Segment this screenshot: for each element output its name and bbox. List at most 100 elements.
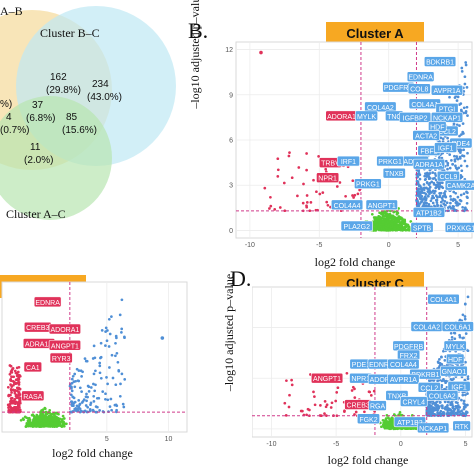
data-point xyxy=(435,201,439,204)
data-point xyxy=(393,225,397,228)
data-point xyxy=(21,417,25,420)
gene-label: COL4A2 xyxy=(364,101,397,113)
data-point xyxy=(373,220,377,224)
data-point xyxy=(391,416,394,420)
data-point xyxy=(463,315,467,318)
svg-text:RTK: RTK xyxy=(455,424,469,431)
y-tick-label: 6 xyxy=(229,138,233,145)
data-point xyxy=(15,366,19,370)
data-point xyxy=(452,122,456,126)
svg-text:HDF: HDF xyxy=(448,357,462,364)
data-point xyxy=(93,356,97,360)
data-point xyxy=(288,393,291,397)
gene-label: IRF1 xyxy=(336,155,360,167)
svg-text:IRF1: IRF1 xyxy=(341,159,356,166)
data-point xyxy=(114,383,118,387)
data-point xyxy=(336,386,340,390)
data-point xyxy=(309,201,313,204)
data-point xyxy=(305,194,309,197)
data-point xyxy=(440,383,444,387)
data-point xyxy=(115,408,118,412)
svg-text:ADRA1A: ADRA1A xyxy=(25,341,53,348)
data-point xyxy=(418,173,422,177)
data-point xyxy=(464,410,468,414)
data-point xyxy=(465,105,469,109)
data-point xyxy=(85,399,88,403)
data-point xyxy=(46,420,50,424)
data-point xyxy=(455,123,459,127)
data-point xyxy=(9,397,13,400)
gene-label: COL4A2 xyxy=(410,321,443,332)
data-point xyxy=(106,382,109,386)
data-point xyxy=(89,386,93,389)
venn-label-ab: A–B xyxy=(0,4,23,18)
data-point xyxy=(426,412,430,415)
data-point xyxy=(380,425,383,429)
svg-text:GNAO1: GNAO1 xyxy=(442,369,467,376)
svg-text:ACTA2: ACTA2 xyxy=(415,133,437,140)
data-point xyxy=(442,411,446,414)
gene-label: CCL9 xyxy=(436,170,460,182)
data-point xyxy=(276,175,280,178)
data-point xyxy=(324,405,328,409)
data-point xyxy=(70,386,73,390)
data-point xyxy=(404,228,408,232)
data-point xyxy=(78,407,82,411)
data-point xyxy=(398,216,402,219)
data-point xyxy=(335,185,339,188)
data-point xyxy=(98,371,102,375)
data-point xyxy=(98,361,102,365)
data-point xyxy=(464,360,467,364)
data-point xyxy=(111,376,115,380)
data-point xyxy=(315,190,318,194)
data-point xyxy=(54,417,57,420)
data-point xyxy=(430,378,434,382)
data-point xyxy=(283,401,287,405)
data-point xyxy=(438,194,442,198)
data-point xyxy=(427,173,430,177)
data-point xyxy=(462,148,466,152)
data-point xyxy=(34,424,38,428)
data-point xyxy=(11,379,15,383)
data-point xyxy=(443,191,446,195)
svg-text:TRBV: TRBV xyxy=(321,161,340,168)
svg-text:NCKAP1: NCKAP1 xyxy=(433,115,461,122)
gene-label: COL4A1 xyxy=(427,293,460,305)
data-point xyxy=(388,212,392,216)
data-point xyxy=(415,179,419,183)
data-point xyxy=(86,395,89,399)
gene-label: ADRA1A xyxy=(412,158,446,170)
data-point xyxy=(423,178,427,182)
data-point xyxy=(451,199,455,202)
data-point xyxy=(313,403,317,407)
data-point xyxy=(433,408,436,411)
data-point xyxy=(451,162,455,166)
data-point xyxy=(385,229,388,232)
data-point xyxy=(425,181,429,184)
gene-label: PLA2G2 xyxy=(340,220,373,232)
data-point xyxy=(390,421,394,425)
svg-text:CAMK2A: CAMK2A xyxy=(446,183,474,190)
data-point xyxy=(462,192,466,196)
gene-label: EDNRA xyxy=(33,296,62,308)
data-point xyxy=(334,399,338,403)
data-point xyxy=(444,159,448,163)
data-point xyxy=(115,336,118,340)
data-point xyxy=(11,388,15,392)
data-point xyxy=(12,383,15,387)
data-point xyxy=(431,201,435,205)
data-point xyxy=(35,415,39,419)
data-point xyxy=(372,389,376,393)
data-point xyxy=(313,395,316,398)
svg-text:PDE1A: PDE1A xyxy=(352,362,375,369)
data-point xyxy=(287,405,291,409)
data-point xyxy=(453,154,456,158)
svg-text:FGK2: FGK2 xyxy=(359,417,377,424)
data-point xyxy=(121,402,125,406)
data-point xyxy=(466,151,469,155)
data-point xyxy=(317,155,320,158)
data-point xyxy=(69,393,73,397)
gene-label: MYLK xyxy=(354,110,378,122)
data-point xyxy=(8,394,11,397)
data-point xyxy=(430,180,434,184)
